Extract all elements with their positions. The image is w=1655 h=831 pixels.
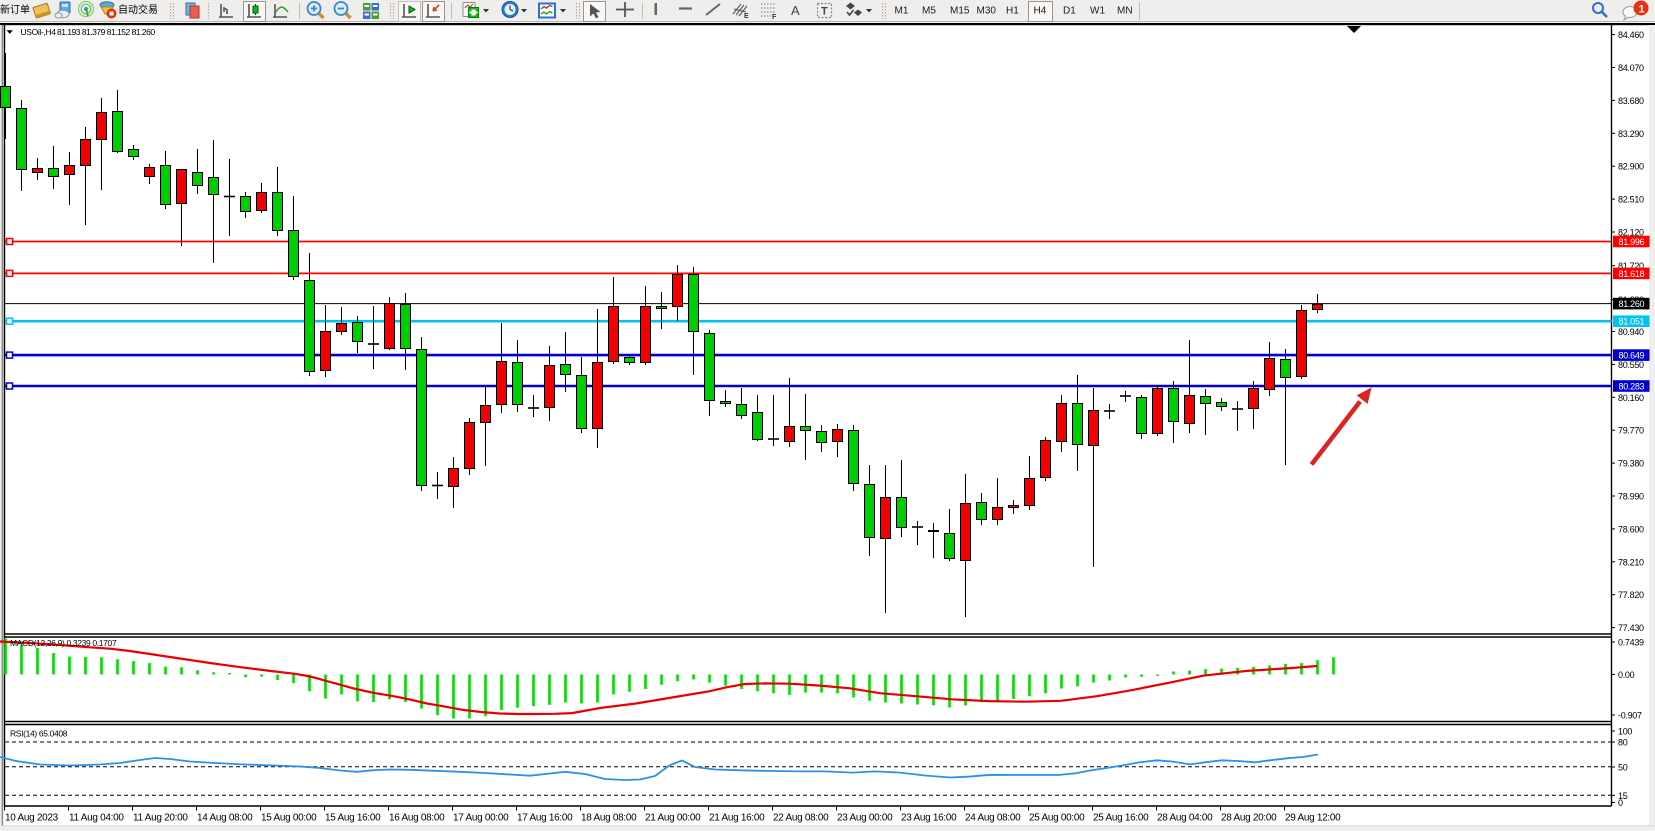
svg-text:24 Aug 08:00: 24 Aug 08:00 — [965, 813, 1021, 824]
svg-text:M30: M30 — [977, 6, 997, 17]
svg-text:28 Aug 04:00: 28 Aug 04:00 — [1157, 813, 1213, 824]
svg-text:15 Aug 00:00: 15 Aug 00:00 — [261, 813, 317, 824]
svg-text:80.283: 80.283 — [1619, 382, 1645, 392]
svg-text:80.940: 80.940 — [1618, 327, 1644, 337]
svg-text:A: A — [791, 3, 800, 18]
svg-text:17 Aug 00:00: 17 Aug 00:00 — [453, 813, 509, 824]
svg-text:29 Aug 12:00: 29 Aug 12:00 — [1285, 813, 1341, 824]
svg-text:16 Aug 08:00: 16 Aug 08:00 — [389, 813, 445, 824]
svg-text:80.550: 80.550 — [1618, 360, 1644, 370]
svg-text:M5: M5 — [922, 6, 936, 17]
svg-text:81.720: 81.720 — [1618, 261, 1644, 271]
svg-text:1: 1 — [1639, 4, 1645, 16]
svg-text:80.160: 80.160 — [1618, 393, 1644, 403]
svg-text:78.990: 78.990 — [1618, 492, 1644, 502]
svg-text:14 Aug 08:00: 14 Aug 08:00 — [197, 813, 253, 824]
svg-text:50: 50 — [1618, 763, 1628, 773]
svg-text:78.600: 78.600 — [1618, 524, 1644, 534]
svg-text:11 Aug 20:00: 11 Aug 20:00 — [133, 813, 188, 824]
svg-text:-0.907: -0.907 — [1618, 711, 1642, 721]
svg-text:11 Aug 04:00: 11 Aug 04:00 — [69, 813, 124, 824]
svg-text:H1: H1 — [1006, 6, 1019, 17]
svg-text:10 Aug 2023: 10 Aug 2023 — [5, 813, 59, 824]
svg-text:自动交易: 自动交易 — [118, 3, 158, 16]
svg-text:25 Aug 16:00: 25 Aug 16:00 — [1093, 813, 1149, 824]
svg-text:22 Aug 08:00: 22 Aug 08:00 — [773, 813, 829, 824]
svg-text:23 Aug 16:00: 23 Aug 16:00 — [901, 813, 957, 824]
svg-text:RSI(14) 65.0408: RSI(14) 65.0408 — [10, 729, 68, 739]
svg-text:80.649: 80.649 — [1619, 351, 1645, 361]
svg-text:81.051: 81.051 — [1619, 317, 1645, 327]
svg-text:28 Aug 20:00: 28 Aug 20:00 — [1221, 813, 1277, 824]
svg-text:81.618: 81.618 — [1619, 269, 1645, 279]
svg-text:W1: W1 — [1090, 6, 1105, 17]
svg-text:23 Aug 00:00: 23 Aug 00:00 — [837, 813, 893, 824]
svg-text:81.260: 81.260 — [1619, 299, 1645, 309]
svg-text:H4: H4 — [1034, 6, 1047, 17]
svg-text:25 Aug 00:00: 25 Aug 00:00 — [1029, 813, 1085, 824]
svg-text:81.193 81.379 81.152 81.260: 81.193 81.379 81.152 81.260 — [57, 27, 155, 37]
svg-text:15 Aug 16:00: 15 Aug 16:00 — [325, 813, 381, 824]
svg-text:21 Aug 00:00: 21 Aug 00:00 — [645, 813, 701, 824]
svg-text:83.290: 83.290 — [1618, 129, 1644, 139]
svg-text:M15: M15 — [950, 6, 970, 17]
svg-text:79.770: 79.770 — [1618, 426, 1644, 436]
svg-text:80: 80 — [1618, 738, 1628, 748]
svg-text:81.996: 81.996 — [1619, 237, 1645, 247]
svg-text:77.820: 77.820 — [1618, 590, 1644, 600]
svg-text:84.070: 84.070 — [1618, 63, 1644, 73]
svg-text:MN: MN — [1117, 6, 1133, 17]
svg-text:82.510: 82.510 — [1618, 195, 1644, 205]
svg-text:T: T — [821, 6, 828, 18]
svg-text:M1: M1 — [895, 6, 909, 17]
svg-text:MACD(12,26,9) 0.3239 0.1707: MACD(12,26,9) 0.3239 0.1707 — [10, 638, 117, 648]
svg-text:77.430: 77.430 — [1618, 623, 1644, 633]
svg-text:USOil-,H4: USOil-,H4 — [21, 27, 57, 37]
svg-text:0: 0 — [1618, 798, 1623, 808]
svg-text:84.460: 84.460 — [1618, 30, 1644, 40]
svg-text:15: 15 — [1618, 791, 1628, 801]
svg-text:E: E — [744, 13, 749, 20]
svg-text:82.900: 82.900 — [1618, 162, 1644, 172]
svg-text:0.00: 0.00 — [1618, 670, 1635, 680]
svg-text:0.7439: 0.7439 — [1618, 638, 1644, 648]
svg-text:D1: D1 — [1063, 6, 1076, 17]
svg-text:78.210: 78.210 — [1618, 557, 1644, 567]
svg-text:21 Aug 16:00: 21 Aug 16:00 — [709, 813, 765, 824]
svg-text:17 Aug 16:00: 17 Aug 16:00 — [517, 813, 573, 824]
svg-text:83.680: 83.680 — [1618, 96, 1644, 106]
svg-text:新订单: 新订单 — [0, 3, 30, 16]
svg-text:79.380: 79.380 — [1618, 459, 1644, 469]
svg-text:100: 100 — [1618, 727, 1632, 737]
svg-text:18 Aug 08:00: 18 Aug 08:00 — [581, 813, 637, 824]
svg-text:82.120: 82.120 — [1618, 228, 1644, 238]
svg-text:F: F — [772, 14, 777, 21]
